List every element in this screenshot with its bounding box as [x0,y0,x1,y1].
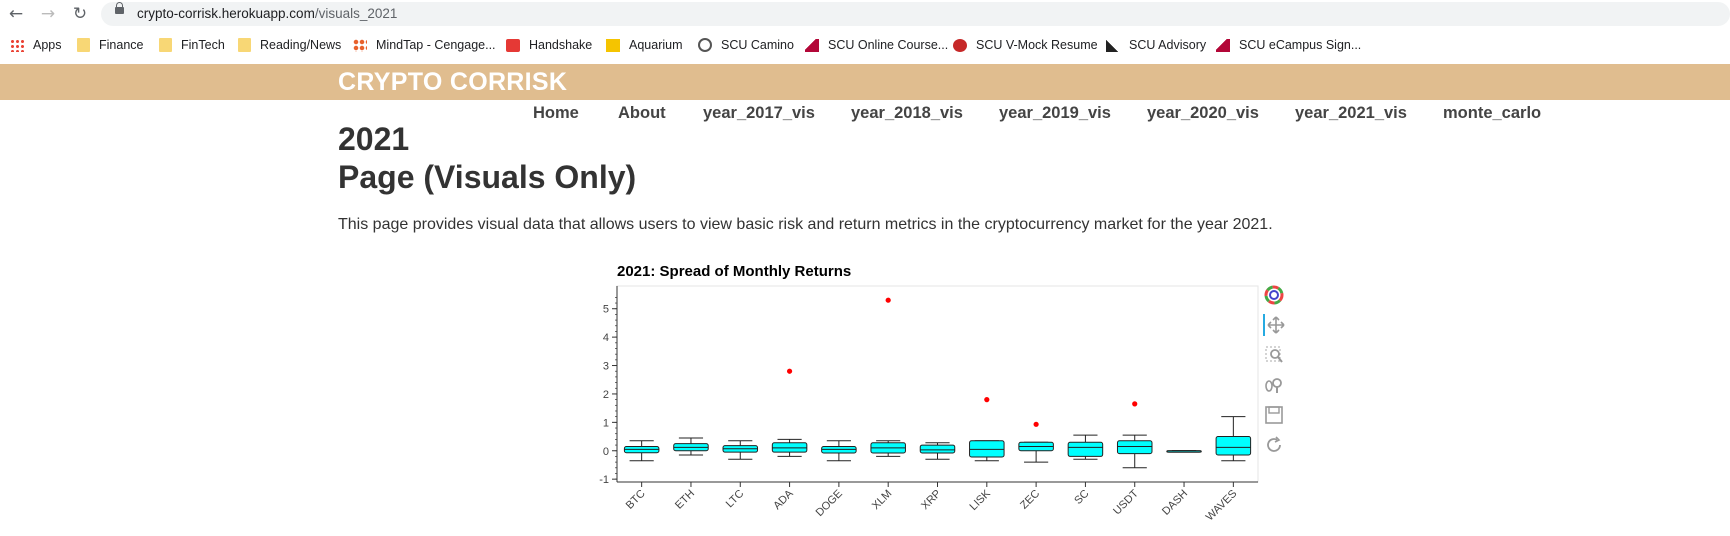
bookmark-label: SCU eCampus Sign... [1239,38,1362,52]
x-tick-label: USDT [1111,487,1141,517]
x-tick-label: ETH [673,488,697,512]
bookmark-finance[interactable]: Finance [77,37,143,53]
page-title-year: 2021 [338,121,410,157]
y-tick-label: 2 [603,389,609,401]
folder-icon [77,38,90,52]
x-tick-label: BTC [624,488,648,512]
scu-icon [1216,38,1230,52]
x-tick-label: ZEC [1018,488,1042,512]
reload-icon[interactable]: ↻ [72,4,88,24]
nav-year-2021-vis[interactable]: year_2021_vis [1295,104,1407,122]
browser-toolbar: ← → ↻ crypto-corrisk.herokuapp.com/visua… [0,0,1730,28]
x-tick-label: XRP [919,488,943,512]
folder-icon [159,38,172,52]
outlier-point [786,368,793,374]
wheel-zoom-icon[interactable] [1263,374,1285,396]
scu-icon [805,38,819,52]
bookmark-label: FinTech [181,38,225,52]
nav-year-2019-vis[interactable]: year_2019_vis [999,104,1111,122]
bookmark-scu-camino[interactable]: SCU Camino [698,37,794,53]
bookmark-apps[interactable]: Apps [10,37,62,53]
site-title[interactable]: CRYPTO CORRISK [338,68,568,96]
reset-icon[interactable] [1263,434,1285,456]
advisory-icon [1106,38,1120,52]
url-path: /visuals_2021 [314,6,398,21]
y-tick-label: 0 [603,446,609,458]
x-tick-label: ADA [771,487,796,512]
page-title: 2021 Page (Visuals Only) [338,120,636,196]
x-tick-label: XLM [870,488,894,512]
x-tick-label: SC [1072,488,1091,507]
lock-icon[interactable] [115,2,124,14]
handshake-icon [506,38,520,52]
x-tick-label: DASH [1160,488,1190,518]
address-bar[interactable] [101,2,1730,26]
bookmark-reading-news[interactable]: Reading/News [238,37,341,53]
mindtap-icon [353,38,367,52]
bookmark-scu-ecampus[interactable]: SCU eCampus Sign... [1216,37,1361,53]
outlier-point [885,297,891,303]
bookmark-label: Reading/News [260,38,342,52]
outlier-point [1033,421,1039,427]
y-tick-label: 1 [603,417,609,429]
nav-year-2018-vis[interactable]: year_2018_vis [851,104,963,122]
box-xrp [919,444,956,454]
bookmarks-bar: Apps Finance FinTech Reading/News MindTa… [0,30,1730,60]
x-tick-label: LTC [724,488,747,511]
url-host: crypto-corrisk.herokuapp.com [137,6,315,21]
plot-area: -1 0 1 2 3 4 5 BTC ETH LTC ADA DOGE XLM XRP LISK ZEC SC U… [599,285,1259,524]
bookmark-label: Finance [99,38,144,52]
box-waves [1215,436,1252,456]
bookmark-label: SCU Camino [721,38,794,52]
x-tick-label: WAVES [1204,488,1240,524]
bookmark-label: Aquarium [629,38,683,52]
nav-home[interactable]: Home [533,104,579,122]
y-tick-label: 4 [603,332,609,344]
page-title-text: Page (Visuals Only) [338,159,637,195]
bookmark-label: SCU V-Mock Resume [976,38,1098,52]
bookmark-handshake[interactable]: Handshake [506,37,592,53]
nav-monte-carlo[interactable]: monte_carlo [1443,104,1542,122]
apps-grid-icon [10,38,24,52]
nav-year-2017-vis[interactable]: year_2017_vis [703,104,815,122]
bookmark-label: Apps [33,38,62,52]
outlier-point [1132,401,1138,407]
aquarium-icon [606,38,620,52]
bookmark-label: SCU Advisory [1129,38,1207,52]
box-usdt [1116,440,1153,455]
x-tick-label: LISK [968,487,994,513]
x-tick-label: DOGE [814,488,845,519]
bookmark-label: MindTap - Cengage... [376,38,496,52]
bookmark-scu-online-course[interactable]: SCU Online Course... [805,37,948,53]
bookmark-aquarium[interactable]: Aquarium [606,37,683,53]
bookmark-mindtap[interactable]: MindTap - Cengage... [353,37,496,53]
bokeh-logo-icon[interactable] [1263,284,1285,306]
arrow-left-icon[interactable]: ← [8,4,24,24]
returns-boxplot-chart[interactable]: 2021: Spread of Monthly Returns -1 0 1 2 3 4 5… [580,256,1280,536]
folder-icon [238,38,251,52]
bookmark-label: Handshake [529,38,593,52]
vmock-icon [953,38,967,52]
nav-about[interactable]: About [618,104,666,122]
globe-icon [698,38,712,52]
save-icon[interactable] [1263,404,1285,426]
site-banner [0,64,1730,100]
bookmark-scu-advisory[interactable]: SCU Advisory [1106,37,1206,53]
arrow-right-icon[interactable]: → [40,4,56,24]
nav-year-2020-vis[interactable]: year_2020_vis [1147,104,1259,122]
bookmark-scu-vmock[interactable]: SCU V-Mock Resume [953,37,1098,53]
bookmark-fintech[interactable]: FinTech [159,37,225,53]
intro-text: This page provides visual data that allo… [338,216,1273,233]
outlier-point [984,397,990,403]
chart-title: 2021: Spread of Monthly Returns [617,263,851,280]
box-sc [1067,441,1104,457]
bookmark-label: SCU Online Course... [828,38,949,52]
box-zoom-icon[interactable] [1263,344,1285,366]
y-tick-label: 3 [603,361,609,373]
y-tick-label: -1 [599,474,609,486]
y-tick-label: 5 [603,304,609,316]
url-text[interactable]: crypto-corrisk.herokuapp.com/visuals_202… [137,6,397,21]
pan-icon[interactable] [1263,314,1287,336]
